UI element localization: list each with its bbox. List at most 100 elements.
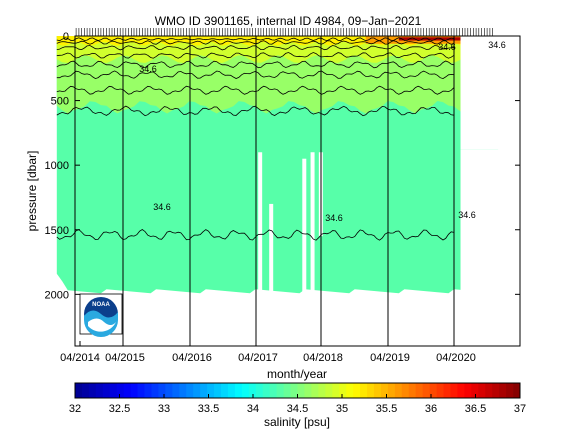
- colorbar-segment: [137, 383, 145, 398]
- y-tick-label: 1500: [45, 225, 69, 237]
- colorbar-tick-label: 36.5: [465, 403, 486, 415]
- colorbar-segment: [241, 383, 250, 398]
- chart-title: WMO ID 3901165, internal ID 4984, 09−Jan…: [155, 14, 422, 28]
- contour-label: 34.6: [488, 40, 506, 50]
- colorbar-segment: [415, 383, 424, 398]
- contour-labels: 34.6 34.6 34.6 34.6 34.6 34.6: [139, 40, 506, 223]
- colorbar-tick-label: 35.5: [376, 403, 397, 415]
- colorbar-segment: [471, 383, 479, 398]
- x-axis: 04/2014 04/2015 04/2016 04/2017 04/2018 04/20…: [60, 341, 476, 364]
- colorbar-segment: [255, 383, 264, 398]
- colorbar-segment: [436, 383, 444, 398]
- colorbar-segment: [464, 383, 472, 398]
- contour-label: 34.6: [153, 202, 171, 212]
- x-axis-label: month/year: [267, 367, 327, 381]
- colorbar-tick-label: 37: [514, 403, 526, 415]
- colorbar-segment: [457, 383, 465, 398]
- colorbar-tick-label: 34: [247, 403, 259, 415]
- x-tick-label: 04/2017: [238, 352, 278, 364]
- colorbar-segment: [158, 383, 166, 398]
- colorbar-segment: [144, 383, 152, 398]
- colorbar-segment: [214, 383, 222, 398]
- colorbar-segment: [283, 383, 291, 398]
- colorbar-tick-label: 32: [69, 403, 81, 415]
- colorbar-segment: [130, 383, 138, 398]
- field-no-data: [460, 36, 520, 150]
- colorbar-segment: [95, 383, 104, 398]
- colorbar-segment: [102, 383, 111, 398]
- colorbar-segment: [346, 383, 354, 398]
- colorbar-segment: [234, 383, 243, 398]
- colorbar-segment: [492, 383, 500, 398]
- colorbar-segment: [325, 383, 333, 398]
- y-tick-label: 500: [51, 96, 69, 108]
- colorbar-segment: [499, 383, 507, 398]
- colorbar-segment: [443, 383, 451, 398]
- colorbar-segment: [506, 383, 514, 398]
- salinity-field: [56, 36, 520, 346]
- colorbar-segment: [353, 383, 361, 398]
- noaa-logo-text: NOAA: [92, 302, 110, 308]
- colorbar-segment: [109, 383, 118, 398]
- colorbar-segment: [297, 383, 305, 398]
- x-tick-label: 04/2020: [436, 352, 476, 364]
- colorbar-segment: [123, 383, 132, 398]
- colorbar-segment: [290, 383, 298, 398]
- y-axis-label: pressure [dbar]: [25, 151, 39, 232]
- data-gap: [310, 152, 315, 295]
- colorbar-segment: [248, 383, 257, 398]
- y-tick-label: 2000: [45, 289, 69, 301]
- colorbar-tick-label: 33.5: [198, 403, 219, 415]
- colorbar-segment: [186, 383, 194, 398]
- contour-label: 34.6: [458, 210, 476, 220]
- colorbar-segment: [422, 383, 431, 398]
- colorbar-segment: [332, 383, 340, 398]
- colorbar-tick-label: 35: [336, 403, 348, 415]
- y-axis: 0 500 1000 1500 2000: [45, 31, 520, 301]
- colorbar-segment: [311, 383, 319, 398]
- x-tick-label: 04/2015: [105, 352, 145, 364]
- colorbar-ticks: 32 32.5 33 33.5 34 34.5 35 35.5 36 36.5 37: [69, 394, 526, 415]
- colorbar-segment: [207, 383, 215, 398]
- year-lines: [122, 36, 455, 346]
- colorbar-tick-label: 34.5: [287, 403, 308, 415]
- colorbar-tick-label: 33: [158, 403, 170, 415]
- colorbar-segment: [360, 383, 368, 398]
- colorbar-segment: [116, 383, 125, 398]
- data-gap: [269, 203, 274, 295]
- y-tick-label: 1000: [45, 160, 69, 172]
- colorbar-segment: [367, 383, 375, 398]
- colorbar-segment: [304, 383, 312, 398]
- colorbar-tick-label: 32.5: [109, 403, 130, 415]
- colorbar-segment: [401, 383, 410, 398]
- colorbar-segment: [75, 383, 83, 398]
- colorbar-label: salinity [psu]: [264, 415, 330, 429]
- x-tick-label: 04/2019: [370, 352, 410, 364]
- colorbar-segment: [276, 383, 284, 398]
- colorbar-segment: [394, 383, 403, 398]
- colorbar-segment: [408, 383, 417, 398]
- colorbar-segment: [221, 383, 229, 398]
- data-gap: [258, 152, 263, 295]
- colorbar-segment: [478, 383, 486, 398]
- colorbar-segment: [262, 383, 271, 398]
- colorbar-segment: [450, 383, 458, 398]
- colorbar: [75, 383, 521, 398]
- colorbar-tick-label: 36: [425, 403, 437, 415]
- colorbar-segment: [318, 383, 326, 398]
- colorbar-segment: [373, 383, 382, 398]
- colorbar-segment: [227, 383, 236, 398]
- colorbar-segment: [165, 383, 173, 398]
- colorbar-segment: [172, 383, 180, 398]
- contour-label: 34.6: [438, 42, 456, 52]
- colorbar-segment: [88, 383, 97, 398]
- colorbar-segment: [200, 383, 208, 398]
- colorbar-segment: [179, 383, 187, 398]
- y-tick-label: 0: [63, 31, 69, 43]
- x-tick-label: 04/2016: [172, 352, 212, 364]
- colorbar-segment: [429, 383, 437, 398]
- colorbar-segment: [193, 383, 201, 398]
- profile-time-marks: [75, 28, 493, 36]
- colorbar-segment: [339, 383, 347, 398]
- colorbar-segment: [380, 383, 389, 398]
